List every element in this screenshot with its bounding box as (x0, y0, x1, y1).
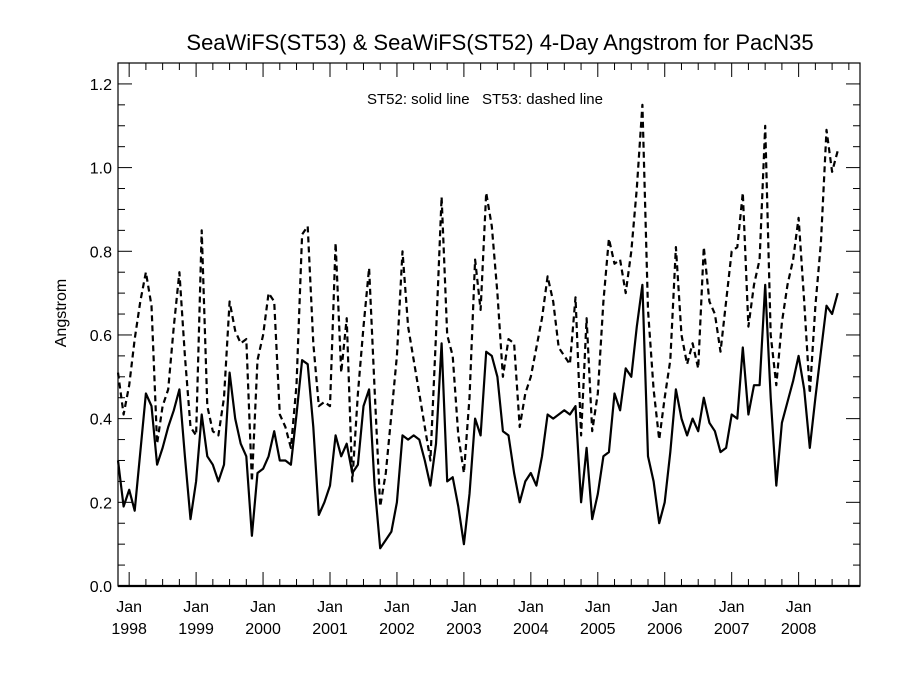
x-tick-month-label: Jan (116, 599, 142, 616)
x-tick-month-label: Jan (652, 599, 678, 616)
x-tick-month-label: Jan (317, 599, 343, 616)
y-axis-label: Angstrom (53, 279, 70, 347)
x-tick-year-label: 2006 (647, 621, 683, 638)
x-tick-year-label: 2004 (513, 621, 549, 638)
x-tick-month-label: Jan (250, 599, 276, 616)
x-axis-ticks: Jan 1998 Jan 1999 Jan 2000 Jan 2001 Jan 2002 Jan 20… (111, 63, 860, 638)
x-tick-year-label: 2005 (580, 621, 616, 638)
series-lines (116, 103, 839, 550)
x-tick-year-label: 1998 (111, 621, 147, 638)
x-tick-month-label: Jan (518, 599, 544, 616)
x-tick-year-label: 2007 (714, 621, 750, 638)
series-line-st52 (116, 283, 839, 550)
x-tick-month-label: Jan (384, 599, 410, 616)
series-line-st53 (116, 103, 839, 508)
x-tick-year-label: 2000 (245, 621, 281, 638)
y-tick-label: 0.8 (90, 244, 112, 261)
x-tick-year-label: 2001 (312, 621, 348, 638)
x-tick-month-label: Jan (183, 599, 209, 616)
x-tick-year-label: 1999 (178, 621, 214, 638)
y-tick-label: 0.4 (90, 412, 112, 429)
y-axis-ticks: 0.0 0.2 0.4 0.6 0.8 1.0 1.2 (90, 62, 860, 596)
y-tick-label: 1.2 (90, 77, 112, 94)
x-tick-year-label: 2003 (446, 621, 482, 638)
x-tick-month-label: Jan (786, 599, 812, 616)
y-tick-label: 0.2 (90, 495, 112, 512)
x-tick-month-label: Jan (451, 599, 477, 616)
y-tick-label: 0.6 (90, 328, 112, 345)
x-tick-year-label: 2008 (781, 621, 817, 638)
chart-title: SeaWiFS(ST53) & SeaWiFS(ST52) 4-Day Angs… (186, 30, 813, 55)
y-tick-label: 1.0 (90, 161, 112, 178)
y-tick-label: 0.0 (90, 579, 112, 596)
x-tick-year-label: 2002 (379, 621, 415, 638)
x-tick-month-label: Jan (719, 599, 745, 616)
series-legend-annotation: ST52: solid line ST53: dashed line (367, 91, 603, 108)
x-tick-month-label: Jan (585, 599, 611, 616)
